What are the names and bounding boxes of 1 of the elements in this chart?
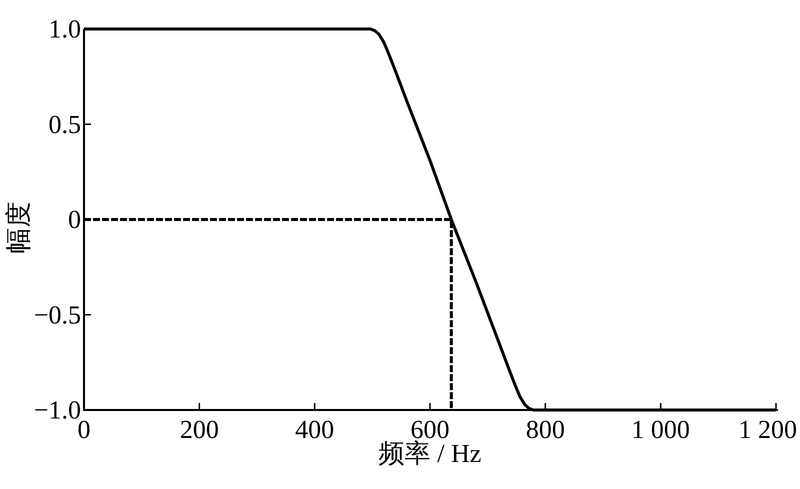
y-label: 幅度 (4, 202, 33, 254)
